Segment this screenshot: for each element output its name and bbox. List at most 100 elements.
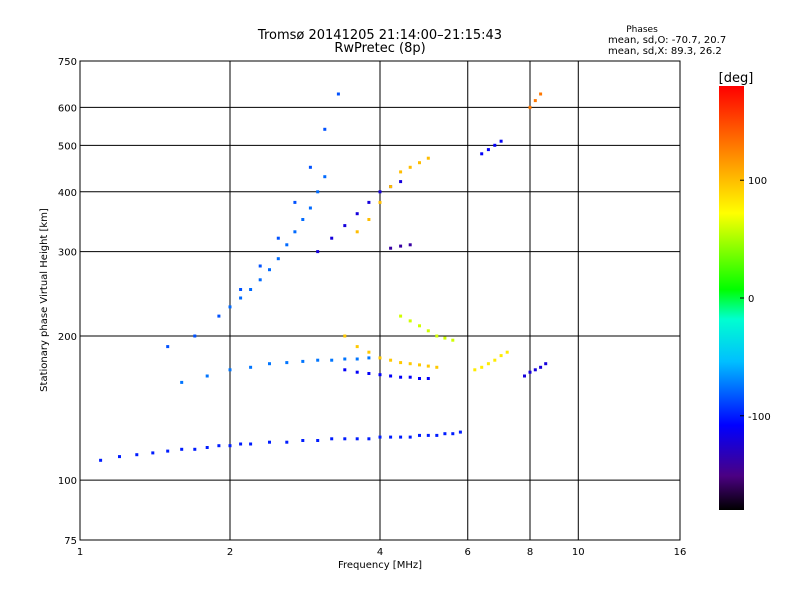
colorbar xyxy=(719,86,744,510)
data-point xyxy=(426,364,430,368)
data-point xyxy=(426,329,430,333)
data-point xyxy=(408,165,412,169)
data-point xyxy=(418,324,421,328)
data-point xyxy=(435,365,439,369)
data-point xyxy=(293,200,297,204)
y-tick-label: 500 xyxy=(58,141,77,152)
data-point xyxy=(239,442,243,446)
data-point xyxy=(166,345,170,349)
data-point xyxy=(301,218,305,221)
data-point xyxy=(533,368,537,372)
data-point xyxy=(367,350,371,354)
data-point xyxy=(480,152,484,156)
data-point xyxy=(378,356,382,360)
data-point xyxy=(308,206,312,210)
data-point xyxy=(458,430,462,434)
data-point xyxy=(355,212,359,216)
data-point xyxy=(389,185,393,189)
data-point xyxy=(426,156,430,160)
data-point xyxy=(418,363,421,367)
y-tick-label: 600 xyxy=(58,103,77,114)
data-point xyxy=(473,368,477,372)
data-point xyxy=(426,433,430,437)
data-point xyxy=(293,230,297,234)
data-point xyxy=(151,451,155,455)
data-point xyxy=(418,433,421,437)
data-point xyxy=(389,374,393,378)
grid-lines xyxy=(80,61,680,540)
data-point xyxy=(486,148,490,152)
y-tick-label: 400 xyxy=(58,188,77,199)
data-point xyxy=(399,375,403,379)
data-point xyxy=(301,359,305,363)
data-point xyxy=(205,446,209,449)
data-point xyxy=(205,374,209,378)
data-point xyxy=(389,435,393,439)
data-point xyxy=(528,370,532,374)
data-point xyxy=(217,444,221,448)
y-ticks: 75 100 200 300 400 500 600 750 xyxy=(58,57,77,547)
y-axis-label: Stationary phase Virtual Height [km] xyxy=(39,208,50,392)
data-point xyxy=(180,447,184,451)
data-point xyxy=(343,334,347,338)
data-point xyxy=(367,437,371,441)
data-point xyxy=(486,362,490,366)
data-point xyxy=(258,264,262,268)
data-point xyxy=(316,439,320,442)
data-point xyxy=(443,336,447,340)
data-point xyxy=(316,358,320,362)
data-point xyxy=(528,105,532,109)
data-point xyxy=(443,432,447,436)
data-point xyxy=(330,437,334,441)
data-point xyxy=(285,440,289,444)
data-point xyxy=(539,92,543,96)
y-tick-label: 200 xyxy=(58,332,77,343)
y-tick-label: 100 xyxy=(58,476,77,487)
data-point xyxy=(268,440,271,444)
data-point xyxy=(285,243,289,247)
data-point xyxy=(435,433,439,437)
data-point xyxy=(301,439,305,442)
data-point xyxy=(343,224,347,228)
data-point xyxy=(367,200,371,204)
data-point xyxy=(355,370,359,374)
data-point xyxy=(355,437,359,441)
data-point xyxy=(355,345,359,349)
data-point xyxy=(418,377,421,380)
data-point xyxy=(135,453,139,457)
colorbar-tick-label: 100 xyxy=(748,176,767,187)
x-ticks: 1 2 4 6 8 10 16 xyxy=(77,547,687,558)
data-point xyxy=(418,161,421,165)
data-point xyxy=(118,455,121,459)
data-point xyxy=(336,92,340,96)
data-point xyxy=(389,358,393,362)
data-point xyxy=(378,435,382,439)
data-point xyxy=(505,350,509,354)
data-point xyxy=(451,338,455,342)
data-point xyxy=(258,278,262,282)
y-tick-label: 75 xyxy=(64,536,77,547)
data-point xyxy=(228,305,232,309)
chart-title: Tromsø 20141205 21:14:00–21:15:43 xyxy=(257,28,502,43)
data-point xyxy=(539,365,543,369)
data-point xyxy=(166,449,170,453)
colorbar-tick-label: -100 xyxy=(748,412,771,423)
data-point xyxy=(378,200,382,204)
colorbar-tick-label: 0 xyxy=(748,294,754,305)
data-point xyxy=(249,288,253,291)
data-point xyxy=(499,139,503,143)
data-point xyxy=(330,236,334,240)
data-point xyxy=(493,358,497,362)
data-point xyxy=(239,288,243,291)
data-point xyxy=(399,314,403,318)
data-point xyxy=(378,373,382,377)
x-tick-label: 1 xyxy=(77,547,83,558)
data-point xyxy=(408,319,412,323)
y-tick-label: 750 xyxy=(58,57,77,68)
data-point xyxy=(367,356,371,360)
data-point xyxy=(343,437,347,441)
data-point xyxy=(399,170,403,174)
data-point xyxy=(323,175,327,179)
y-tick-label: 300 xyxy=(58,248,77,259)
data-point xyxy=(276,236,280,240)
